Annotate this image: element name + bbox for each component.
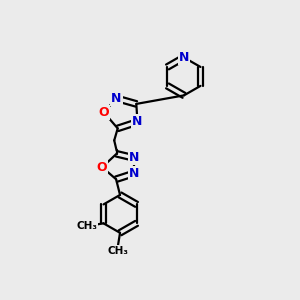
Text: N: N [129, 152, 139, 164]
Text: N: N [132, 116, 143, 128]
Text: N: N [111, 92, 122, 105]
Text: N: N [129, 167, 139, 180]
Text: O: O [98, 106, 109, 119]
Text: O: O [97, 161, 107, 174]
Text: CH₃: CH₃ [107, 246, 128, 256]
Text: CH₃: CH₃ [76, 221, 97, 231]
Text: N: N [179, 51, 189, 64]
